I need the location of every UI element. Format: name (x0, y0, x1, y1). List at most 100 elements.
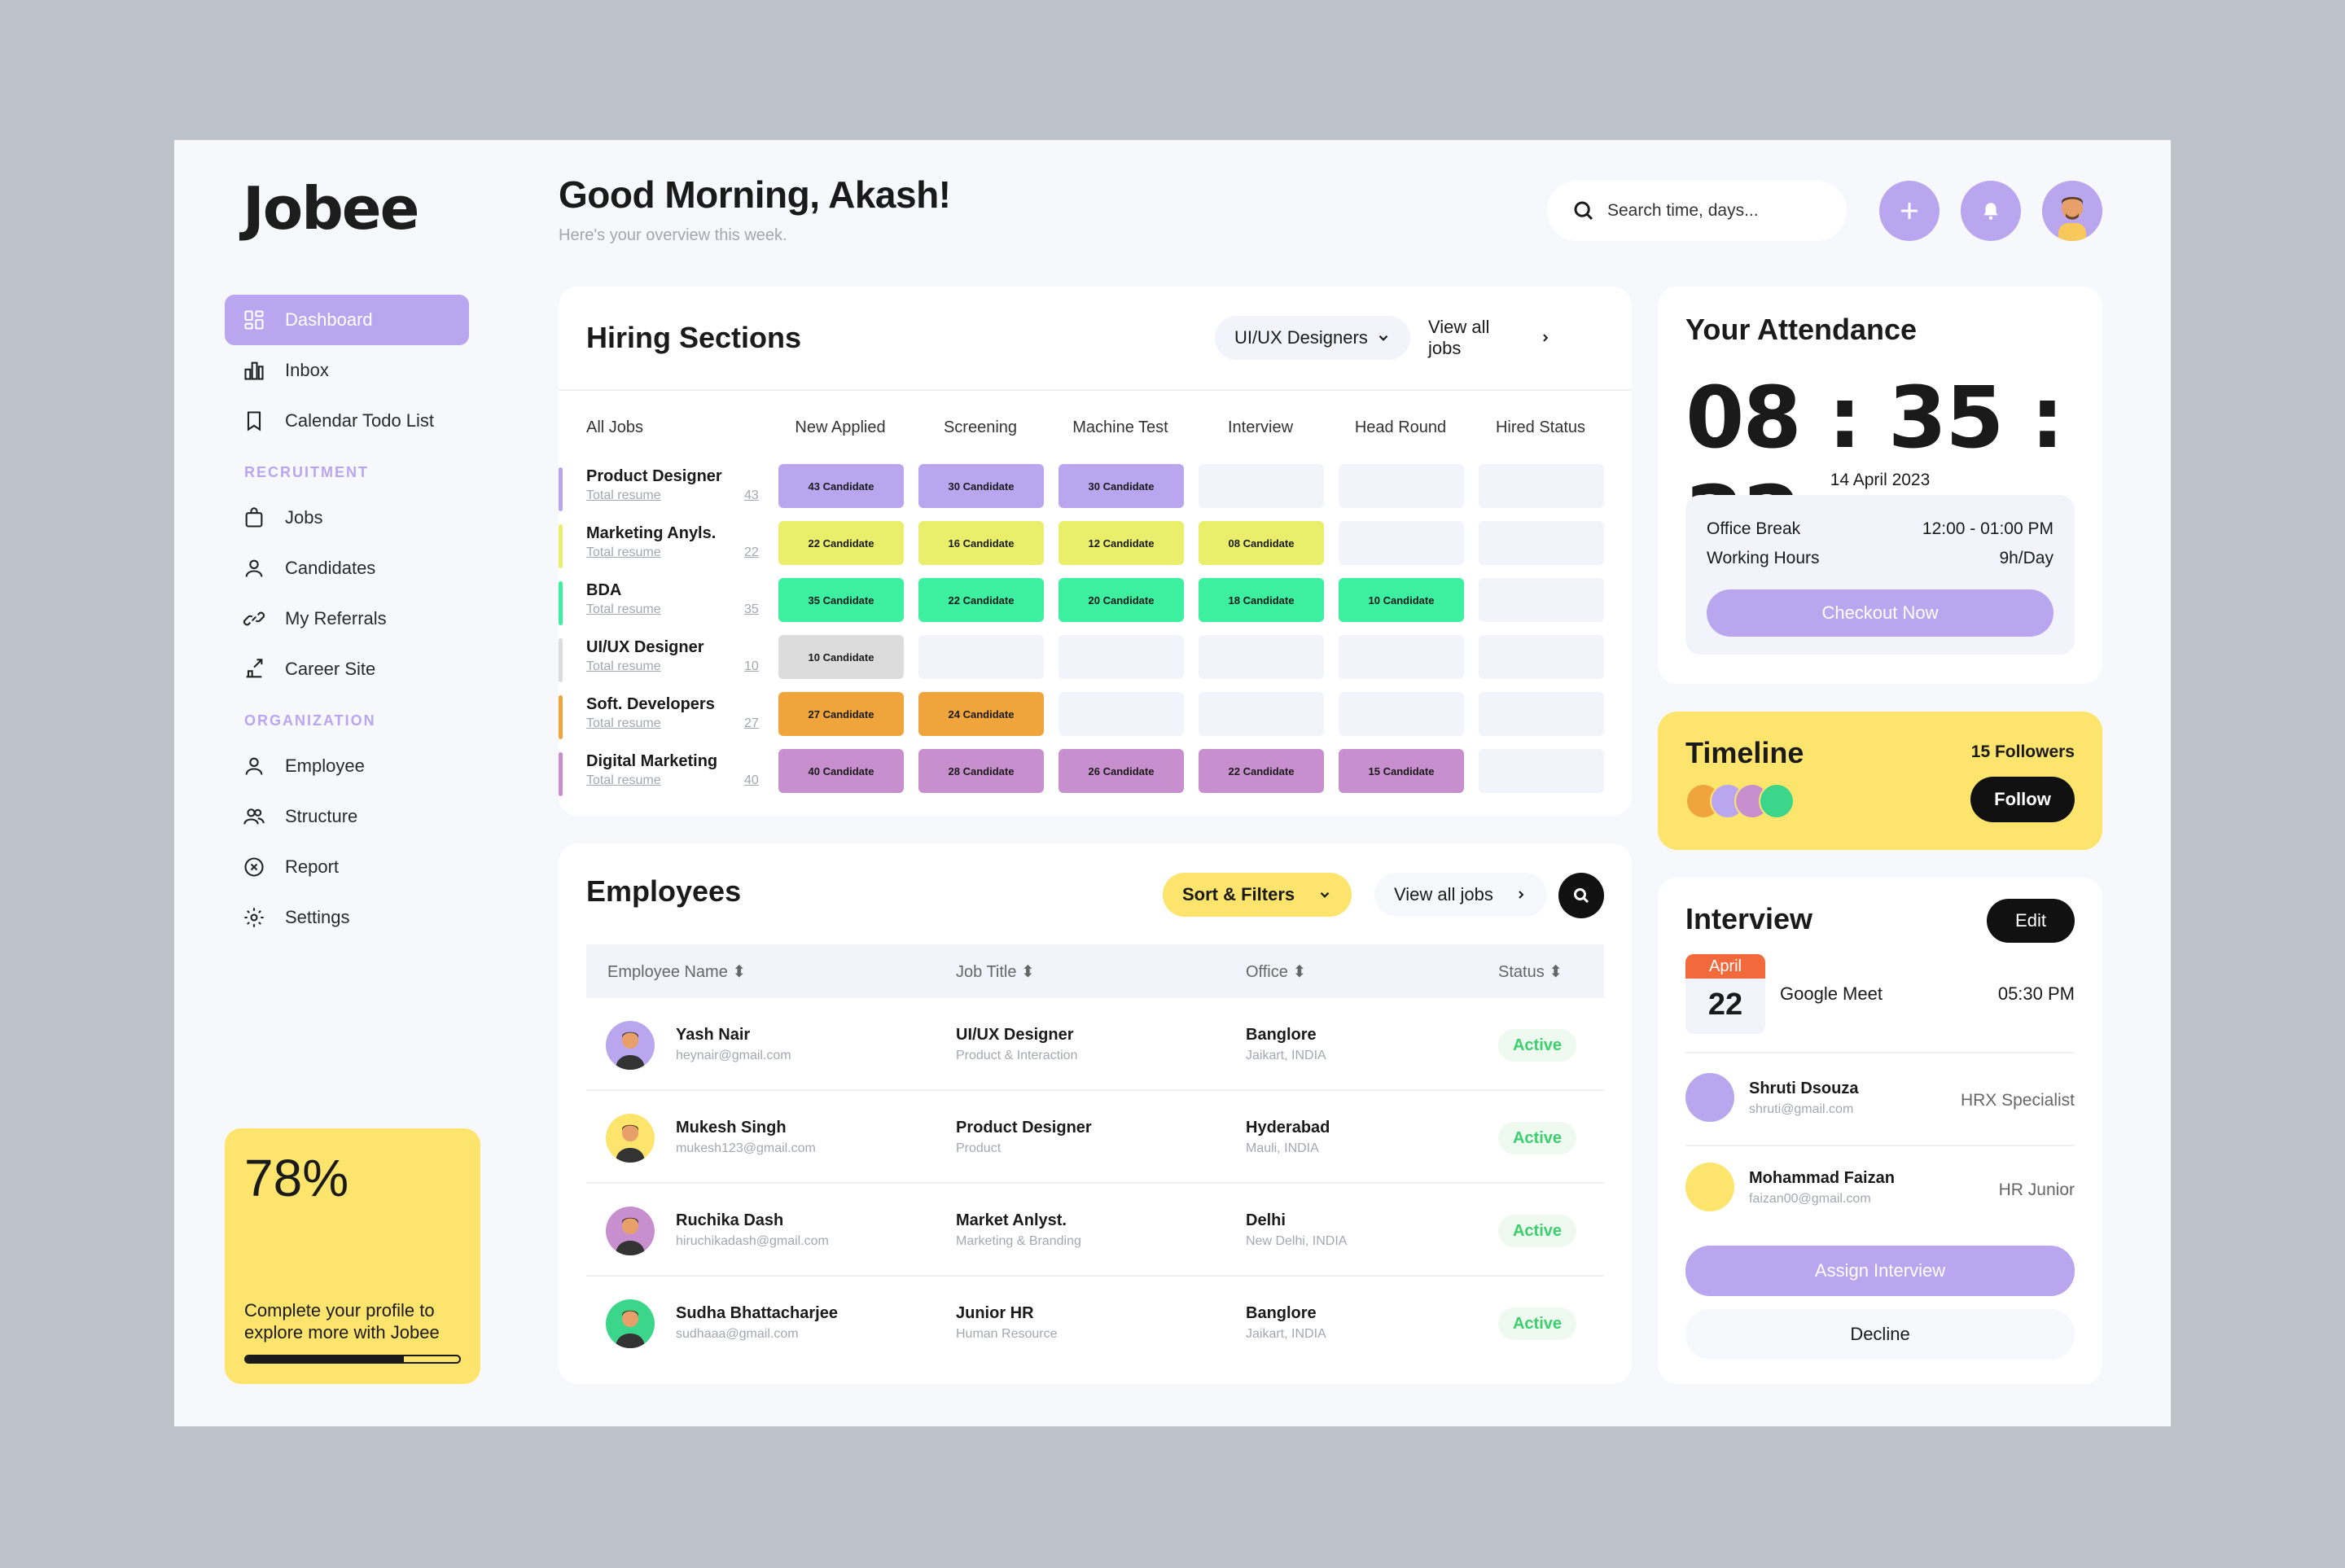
edit-button[interactable]: Edit (1987, 899, 2075, 943)
sidebar-item-career-site[interactable]: Career Site (225, 644, 469, 694)
interviewer-name: Shruti Dsouza (1749, 1080, 1859, 1097)
sidebar-item-candidates[interactable]: Candidates (225, 543, 469, 593)
resume-count: 27 (744, 716, 759, 730)
hiring-row[interactable]: Soft. Developers Total resume 27 27 Candi… (559, 692, 1632, 742)
candidate-cell[interactable]: 15 Candidate (1339, 749, 1464, 793)
hiring-row[interactable]: Marketing Anyls. Total resume 22 22 Candi… (559, 521, 1632, 572)
user-icon (245, 559, 263, 577)
sort-icon: ⬍ (1021, 962, 1035, 981)
checkout-button[interactable]: Checkout Now (1707, 589, 2054, 637)
candidate-cell[interactable]: 22 Candidate (1199, 749, 1324, 793)
sort-filters-button[interactable]: Sort & Filters (1163, 873, 1352, 917)
add-button[interactable] (1879, 181, 1940, 241)
candidate-cell[interactable]: 24 Candidate (918, 692, 1044, 736)
job-filter-dropdown[interactable]: UI/UX Designers (1215, 316, 1410, 360)
profile-completion-card[interactable]: 78% Complete your profile to explore more… (225, 1128, 480, 1384)
candidate-cell[interactable]: 30 Candidate (918, 464, 1044, 508)
candidate-cell[interactable]: 10 Candidate (778, 635, 904, 679)
candidate-cell (1479, 635, 1604, 679)
sidebar-item-referrals[interactable]: My Referrals (225, 593, 469, 644)
column-header-label: Office (1246, 962, 1288, 981)
candidate-cell[interactable]: 22 Candidate (918, 578, 1044, 622)
candidate-cell[interactable]: 22 Candidate (778, 521, 904, 565)
hiring-sections-card: Hiring Sections UI/UX Designers View all… (559, 287, 1632, 816)
candidate-cell[interactable]: 30 Candidate (1059, 464, 1184, 508)
assign-interview-button[interactable]: Assign Interview (1685, 1246, 2075, 1296)
sidebar-item-jobs[interactable]: Jobs (225, 493, 469, 543)
candidate-cell[interactable]: 27 Candidate (778, 692, 904, 736)
search-placeholder: Search time, days... (1607, 201, 1759, 220)
sidebar-item-settings[interactable]: Settings (225, 892, 469, 943)
notifications-button[interactable] (1961, 181, 2021, 241)
job-filter-value: UI/UX Designers (1234, 327, 1368, 348)
candidate-cell[interactable]: 12 Candidate (1059, 521, 1184, 565)
profile-progress-fill (246, 1356, 404, 1362)
column-header-job[interactable]: Job Title ⬍ (956, 961, 1035, 982)
interviewer-name: Mohammad Faizan (1749, 1169, 1895, 1187)
hiring-row[interactable]: Digital Marketing Total resume 40 40 Cand… (559, 749, 1632, 799)
follow-button[interactable]: Follow (1970, 777, 2075, 822)
job-subtitle: Total resume (586, 659, 661, 673)
dashboard-icon (244, 310, 264, 330)
sidebar-item-dashboard[interactable]: Dashboard (225, 295, 469, 345)
candidate-cell[interactable]: 35 Candidate (778, 578, 904, 622)
employee-search-button[interactable] (1558, 873, 1604, 918)
column-header-office[interactable]: Office ⬍ (1246, 961, 1306, 982)
sidebar-item-report[interactable]: Report (225, 842, 469, 892)
sidebar-item-label: Inbox (285, 360, 329, 380)
column-header-status[interactable]: Status ⬍ (1498, 961, 1563, 982)
column-header: Screening (943, 418, 1018, 436)
employee-email: hiruchikadash@gmail.com (676, 1234, 829, 1248)
employee-office: Delhi (1246, 1211, 1286, 1229)
view-all-employees-link[interactable]: View all jobs (1374, 873, 1547, 917)
attendance-title: Your Attendance (1685, 313, 1918, 346)
external-link-icon (246, 659, 263, 678)
hiring-row[interactable]: BDA Total resume 35 35 Candidate 22 Candid… (559, 578, 1632, 629)
column-header: New Applied (795, 418, 886, 436)
sort-icon: ⬍ (1292, 962, 1307, 981)
candidate-cell (1339, 521, 1464, 565)
sidebar-item-inbox[interactable]: Inbox (225, 345, 469, 396)
candidate-cell[interactable]: 20 Candidate (1059, 578, 1184, 622)
job-name: UI/UX Designer (586, 638, 704, 656)
table-row[interactable]: Mukesh Singh mukesh123@gmail.com Product… (586, 1091, 1604, 1184)
sidebar-item-calendar[interactable]: Calendar Todo List (225, 396, 469, 446)
candidate-cell (1479, 464, 1604, 508)
interview-platform: Google Meet (1780, 983, 1883, 1004)
decline-button[interactable]: Decline (1685, 1309, 2075, 1360)
candidate-cell[interactable]: 16 Candidate (918, 521, 1044, 565)
row-color-marker (559, 581, 563, 625)
sidebar-item-label: Candidates (285, 558, 376, 578)
candidate-cell[interactable]: 08 Candidate (1199, 521, 1324, 565)
app-window: Jobee Dashboard Inbox Calendar Todo List… (174, 140, 2171, 1426)
hiring-row[interactable]: UI/UX Designer Total resume 10 10 Candida… (559, 635, 1632, 685)
sidebar-item-label: Dashboard (285, 309, 373, 330)
calendar-date-badge: April 22 (1685, 954, 1765, 1034)
column-header-name[interactable]: Employee Name ⬍ (607, 961, 746, 982)
job-name: Product Designer (586, 467, 722, 485)
candidate-cell[interactable]: 26 Candidate (1059, 749, 1184, 793)
employee-job: Product Designer (956, 1119, 1092, 1137)
table-row[interactable]: Ruchika Dash hiruchikadash@gmail.com Mar… (586, 1184, 1604, 1277)
candidate-cell[interactable]: 18 Candidate (1199, 578, 1324, 622)
sidebar-item-structure[interactable]: Structure (225, 791, 469, 842)
view-all-jobs-link[interactable]: View all jobs (1409, 316, 1571, 360)
candidate-cell (1339, 635, 1464, 679)
hours-label: Working Hours (1707, 549, 1820, 567)
candidate-cell[interactable]: 40 Candidate (778, 749, 904, 793)
job-subtitle: Total resume (586, 488, 661, 502)
table-row[interactable]: Sudha Bhattacharjee sudhaaa@gmail.com Ju… (586, 1277, 1604, 1369)
break-label: Office Break (1707, 519, 1801, 538)
candidate-cell[interactable]: 43 Candidate (778, 464, 904, 508)
candidate-cell[interactable]: 28 Candidate (918, 749, 1044, 793)
employee-email: mukesh123@gmail.com (676, 1141, 816, 1155)
avatar[interactable] (2042, 181, 2102, 241)
resume-count: 43 (744, 488, 759, 502)
job-name: Digital Marketing (586, 752, 718, 770)
table-row[interactable]: Yash Nair heynair@gmail.com UI/UX Design… (586, 998, 1604, 1091)
user-avatar-icon (616, 1310, 645, 1348)
sidebar-item-employee[interactable]: Employee (225, 741, 469, 791)
search-input[interactable]: Search time, days... (1547, 181, 1847, 241)
candidate-cell[interactable]: 10 Candidate (1339, 578, 1464, 622)
hiring-row[interactable]: Product Designer Total resume 43 43 Candi… (559, 464, 1632, 515)
